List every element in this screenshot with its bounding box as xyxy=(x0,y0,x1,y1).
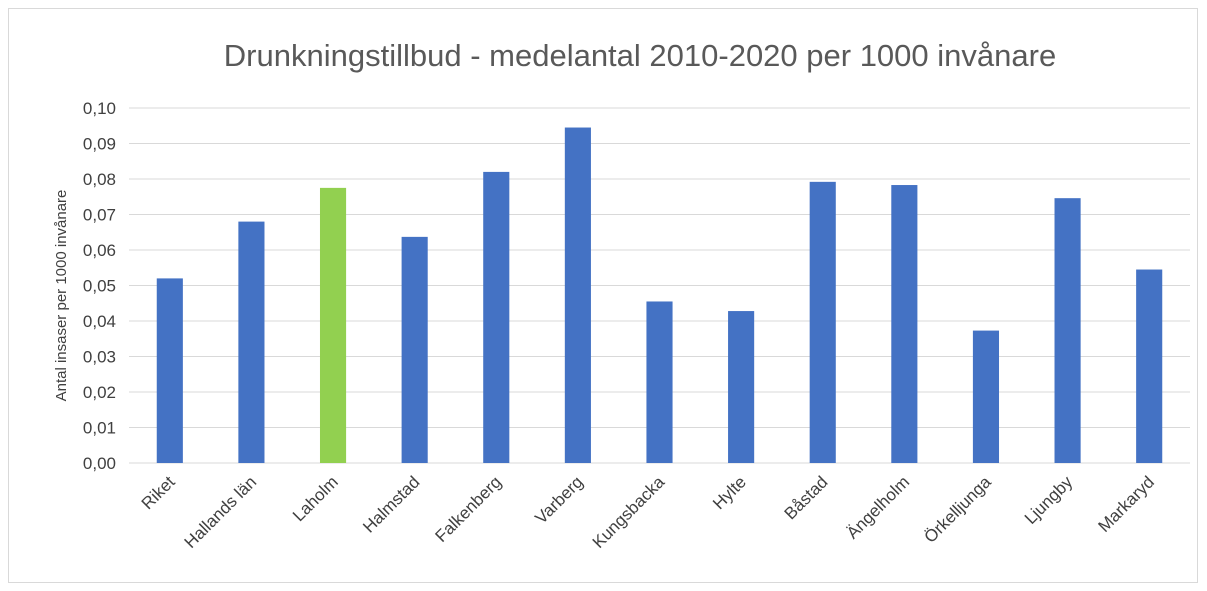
x-tick-label: Kungsbacka xyxy=(589,472,669,552)
x-tick-label: Laholm xyxy=(289,472,342,525)
y-tick-label: 0,03 xyxy=(83,348,116,367)
x-axis-ticks: Riket Hallands län Laholm Halmstad Falkenber… xyxy=(138,472,1158,552)
y-tick-label: 0,08 xyxy=(83,170,116,189)
bar-riket xyxy=(156,278,183,463)
y-tick-label: 0,01 xyxy=(83,419,116,438)
bar-hallands-län xyxy=(238,221,265,463)
bar-kungsbacka xyxy=(646,301,673,463)
x-tick-label: Halmstad xyxy=(359,472,423,536)
bar-ljungby xyxy=(1054,198,1081,464)
x-tick-label: Ljungby xyxy=(1021,472,1077,528)
y-tick-label: 0,04 xyxy=(83,312,116,331)
y-tick-label: 0,10 xyxy=(83,99,116,118)
y-tick-label: 0,00 xyxy=(83,454,116,473)
bar-falkenberg xyxy=(483,171,510,463)
y-tick-label: 0,05 xyxy=(83,277,116,296)
bar-örkelljunga xyxy=(972,330,1000,463)
bar-laholm xyxy=(319,187,347,463)
y-tick-label: 0,09 xyxy=(83,135,116,154)
bar-halmstad xyxy=(401,236,428,463)
x-tick-label: Markaryd xyxy=(1094,472,1158,536)
y-tick-label: 0,07 xyxy=(83,206,116,225)
y-tick-label: 0,06 xyxy=(83,241,116,260)
x-tick-label: Riket xyxy=(138,472,179,513)
bar-ängelholm xyxy=(891,185,918,463)
gridlines xyxy=(129,107,1190,464)
bar-hylte xyxy=(728,311,755,463)
y-axis-ticks: 0,00 0,01 0,02 0,03 0,04 0,05 0,06 0,07 0,08 0,09… xyxy=(83,99,116,473)
x-tick-label: Örkelljunga xyxy=(921,472,996,547)
x-tick-label: Båstad xyxy=(781,472,832,523)
bars xyxy=(156,127,1163,464)
x-tick-label: Varberg xyxy=(531,472,586,527)
chart-frame xyxy=(8,8,1198,583)
x-tick-label: Ängelholm xyxy=(843,472,913,542)
x-tick-label: Falkenberg xyxy=(432,472,506,546)
x-tick-label: Hylte xyxy=(709,472,750,513)
x-tick-label: Hallands län xyxy=(181,472,261,552)
bar-markaryd xyxy=(1136,269,1163,463)
y-axis-label: Antal insaser per 1000 invånare xyxy=(53,190,70,402)
chart-title: Drunkningstillbud - medelantal 2010-2020… xyxy=(224,38,1056,73)
bar-varberg xyxy=(564,127,591,464)
bar-båstad xyxy=(809,181,836,463)
y-tick-label: 0,02 xyxy=(83,383,116,402)
